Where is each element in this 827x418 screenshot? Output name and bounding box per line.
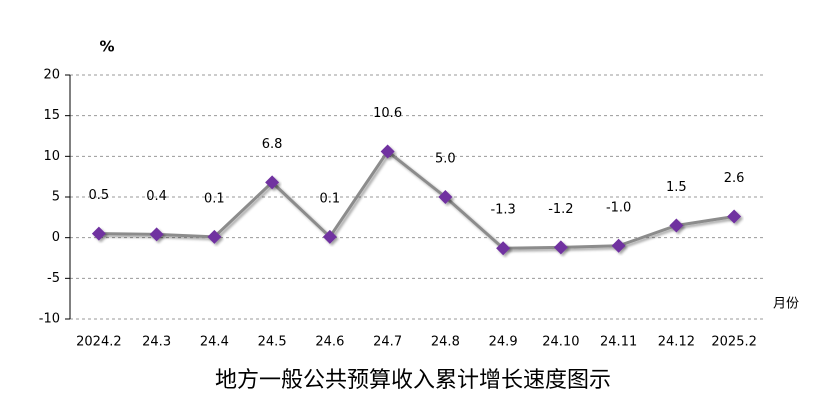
x-axis-label: 月份 xyxy=(773,297,799,312)
marker xyxy=(611,238,626,253)
x-tick-label: 2024.2 xyxy=(76,335,122,350)
marker xyxy=(380,144,395,159)
marker xyxy=(149,227,164,242)
marker xyxy=(438,190,453,204)
data-label: 6.8 xyxy=(262,137,283,152)
x-tick-label: 24.9 xyxy=(489,335,518,350)
data-label: 0.5 xyxy=(89,188,110,203)
y-tick-label: 20 xyxy=(43,68,60,83)
chart-title: 地方一般公共预算收入累计增长速度图示 xyxy=(215,368,611,393)
x-tick-label: 24.4 xyxy=(200,335,229,350)
marker xyxy=(496,241,511,256)
marker xyxy=(322,229,337,244)
data-label: 2.6 xyxy=(724,171,745,186)
x-tick-label: 24.11 xyxy=(600,335,637,350)
data-label: 1.5 xyxy=(666,180,687,195)
marker xyxy=(91,226,106,241)
x-tick-label: 2025.2 xyxy=(711,335,757,350)
marker xyxy=(207,229,222,244)
y-tick-label: -5 xyxy=(47,271,60,286)
x-tick-label: 24.8 xyxy=(431,335,460,350)
x-tick-label: 24.7 xyxy=(373,335,402,350)
data-label: 0.4 xyxy=(146,189,167,204)
x-tick-label: 24.6 xyxy=(315,335,344,350)
data-label: 10.6 xyxy=(373,106,402,121)
x-tick-label: 24.3 xyxy=(142,335,171,350)
y-unit: % xyxy=(99,38,114,56)
y-tick-label: 5 xyxy=(52,190,60,205)
y-tick-label: 10 xyxy=(43,149,60,164)
data-label: -1.3 xyxy=(490,203,515,218)
x-tick-label: 24.10 xyxy=(542,335,579,350)
data-line xyxy=(98,149,735,250)
y-tick-label: 15 xyxy=(43,108,60,123)
marker xyxy=(553,240,568,255)
x-tick-label: 24.12 xyxy=(658,335,695,350)
y-tick-label: 0 xyxy=(52,230,60,245)
marker xyxy=(727,209,742,224)
marker xyxy=(669,218,684,233)
marker xyxy=(265,175,280,190)
data-label: -1.2 xyxy=(548,202,573,217)
x-tick-label: 24.5 xyxy=(258,335,287,350)
data-label: 0.1 xyxy=(320,191,341,206)
data-label: 5.0 xyxy=(435,152,456,167)
data-label: -1.0 xyxy=(606,200,631,215)
y-tick-label: -10 xyxy=(39,312,60,327)
data-label: 0.1 xyxy=(204,191,225,206)
